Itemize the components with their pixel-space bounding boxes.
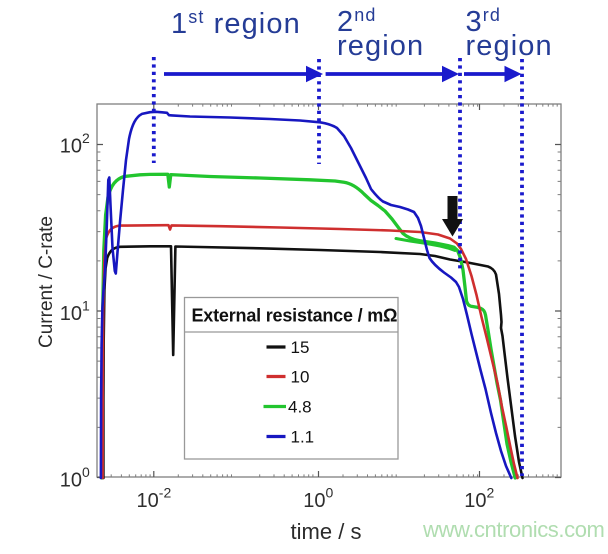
- svg-text:10: 10: [60, 470, 82, 492]
- svg-text:time / s: time / s: [291, 519, 362, 544]
- svg-text:0: 0: [82, 464, 90, 480]
- svg-text:1.1: 1.1: [291, 428, 315, 447]
- svg-text:10: 10: [291, 368, 310, 387]
- svg-text:region: region: [466, 30, 553, 62]
- svg-text:www.cntronics.com: www.cntronics.com: [422, 517, 604, 542]
- svg-text:Current / C-rate: Current / C-rate: [36, 216, 57, 348]
- svg-text:region: region: [337, 30, 424, 62]
- svg-text:10: 10: [60, 303, 82, 325]
- svg-text:15: 15: [291, 338, 310, 357]
- svg-text:10: 10: [464, 490, 486, 512]
- svg-text:2: 2: [82, 130, 90, 146]
- svg-text:0: 0: [326, 485, 334, 501]
- svg-text:External resistance / mΩ: External resistance / mΩ: [192, 306, 398, 326]
- svg-text:1: 1: [82, 298, 90, 314]
- svg-text:10: 10: [137, 490, 159, 512]
- svg-text:4.8: 4.8: [288, 398, 312, 417]
- svg-text:-2: -2: [159, 485, 172, 501]
- svg-text:10: 10: [303, 490, 325, 512]
- svg-text:2: 2: [487, 485, 495, 501]
- svg-text:10: 10: [60, 136, 82, 158]
